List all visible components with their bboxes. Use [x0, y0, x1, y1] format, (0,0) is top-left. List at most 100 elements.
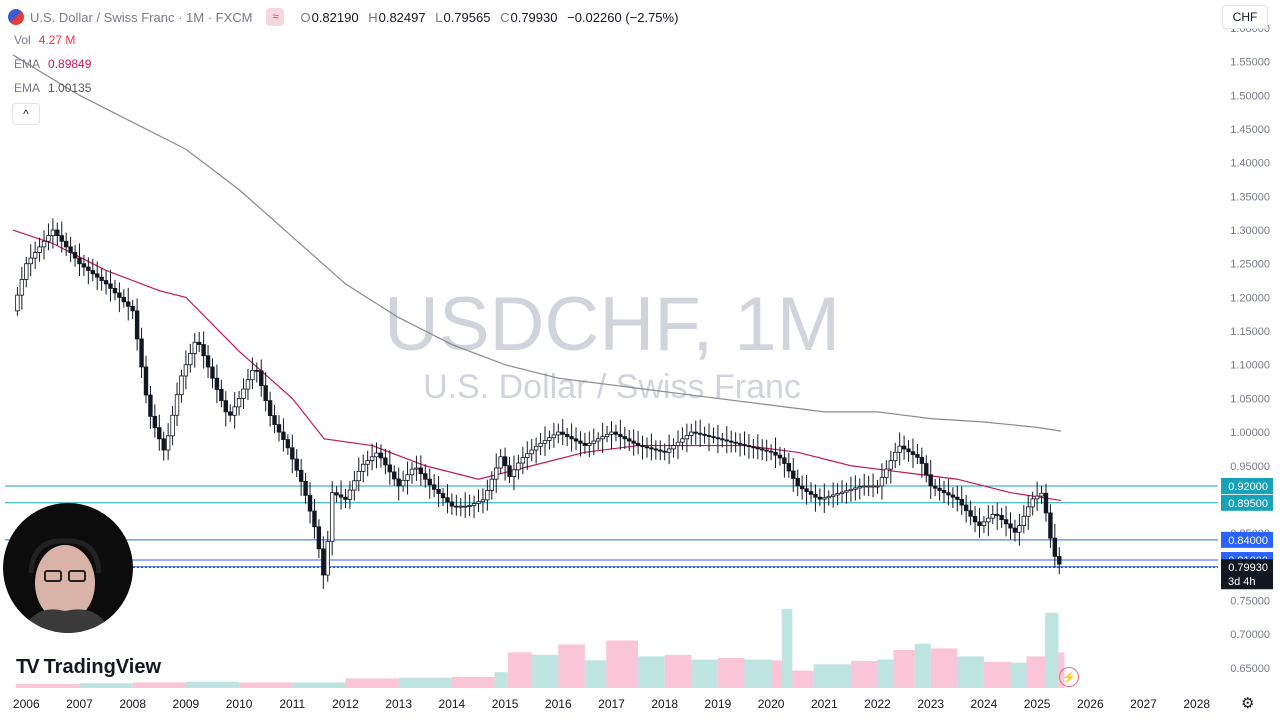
candle — [454, 494, 459, 516]
candle — [658, 440, 663, 461]
candle — [791, 457, 796, 492]
candle — [839, 480, 845, 503]
candle — [516, 454, 521, 480]
close-value: 0.79930 — [510, 9, 558, 25]
time-tick-label: 2009 — [173, 697, 200, 711]
candle — [866, 475, 871, 497]
volume-bar — [132, 682, 186, 688]
volume-bar — [79, 683, 133, 688]
candle — [1034, 481, 1040, 511]
candle — [117, 282, 122, 313]
level-price-tag — [1221, 531, 1273, 548]
candle — [494, 453, 499, 493]
price-tick-label: 1.10000 — [1230, 360, 1270, 372]
symbol-title[interactable]: U.S. Dollar / Swiss Franc · 1M · FXCM — [30, 9, 253, 25]
candle — [955, 485, 960, 512]
candle — [697, 419, 703, 447]
chevron-up-icon: ^ — [23, 107, 29, 121]
volume-bar — [558, 644, 585, 688]
time-tick-label: 2028 — [1183, 697, 1210, 711]
price-axis[interactable]: 1.600001.550001.500001.450001.400001.350… — [1221, 23, 1273, 675]
candle — [711, 427, 716, 444]
candle — [338, 480, 344, 510]
volume-bar — [398, 677, 452, 688]
horizontal-levels[interactable] — [5, 485, 1218, 568]
candle — [272, 404, 277, 434]
candle — [662, 443, 667, 461]
time-tick-label: 2006 — [13, 697, 40, 711]
candle — [95, 261, 100, 291]
candle — [733, 432, 738, 453]
candle — [972, 506, 978, 533]
candle — [928, 459, 933, 499]
candle — [835, 483, 840, 506]
time-tick-label: 2007 — [66, 697, 93, 711]
candle — [782, 448, 787, 478]
candle — [666, 434, 672, 465]
candle — [423, 464, 428, 488]
candle — [19, 266, 25, 310]
candle — [600, 422, 605, 454]
candle — [294, 449, 299, 478]
candle — [613, 424, 619, 442]
candle — [170, 405, 175, 446]
volume-bar — [531, 654, 559, 688]
candle — [627, 429, 632, 452]
legend-ema-slow[interactable]: EMA 1.00135 — [14, 81, 91, 95]
candle — [232, 392, 237, 429]
candle — [467, 494, 472, 517]
candle — [595, 432, 601, 450]
candle — [1003, 506, 1009, 537]
tradingview-mark-icon: TV — [16, 656, 40, 678]
lightning-icon[interactable]: ⚡ — [1059, 667, 1079, 687]
candle — [121, 289, 127, 308]
candle — [498, 449, 503, 475]
candle — [276, 415, 282, 442]
change-value: −0.02260 (−2.75%) — [567, 9, 679, 25]
candle — [901, 435, 907, 460]
volume-bar — [1026, 656, 1046, 688]
candle — [924, 455, 929, 483]
candle — [529, 438, 534, 462]
settings-gear-icon[interactable]: ⚙ — [1241, 695, 1255, 712]
candle — [525, 441, 530, 470]
candle — [236, 390, 242, 416]
candle — [932, 478, 938, 497]
candle — [378, 444, 384, 468]
volume-bar — [930, 648, 958, 688]
candle — [520, 446, 526, 475]
candle — [533, 437, 539, 464]
volume-bar — [606, 640, 639, 688]
candle — [768, 444, 774, 461]
time-axis[interactable]: 2006 2007 2008 2009 2010 2011 2012 2013 2014 2015… — [13, 697, 1210, 711]
currency-button[interactable]: CHF — [1222, 5, 1268, 29]
price-tick-label: 0.70000 — [1230, 629, 1270, 641]
candle — [298, 458, 304, 496]
time-tick-label: 2027 — [1130, 697, 1157, 711]
tradingview-logo[interactable]: TV TradingView — [16, 656, 161, 679]
candle — [228, 404, 233, 422]
candle — [343, 488, 348, 509]
candle — [476, 489, 481, 513]
legend-ema-fast[interactable]: EMA 0.89849 — [14, 57, 91, 71]
compare-symbol-button[interactable]: ≈ — [266, 8, 285, 26]
level-price-tag — [1221, 494, 1273, 511]
candle — [263, 372, 268, 412]
candle — [259, 359, 264, 397]
candle — [844, 482, 849, 504]
candle — [165, 423, 171, 460]
collapse-legend-button[interactable]: ^ — [12, 103, 40, 125]
volume-bar — [744, 659, 772, 688]
candle — [817, 488, 823, 506]
candle — [950, 487, 956, 509]
price-tick-label: 1.15000 — [1230, 326, 1270, 338]
candle — [826, 490, 831, 506]
legend-volume[interactable]: Vol 4.27 M — [14, 33, 75, 47]
candle — [569, 423, 574, 452]
low-value: 0.79565 — [443, 9, 491, 25]
candle — [201, 331, 206, 369]
ohlc-values: O0.82190 H0.82497 L0.79565 C0.79930 −0.0… — [300, 9, 679, 25]
candle — [777, 446, 783, 466]
candle — [653, 440, 659, 460]
